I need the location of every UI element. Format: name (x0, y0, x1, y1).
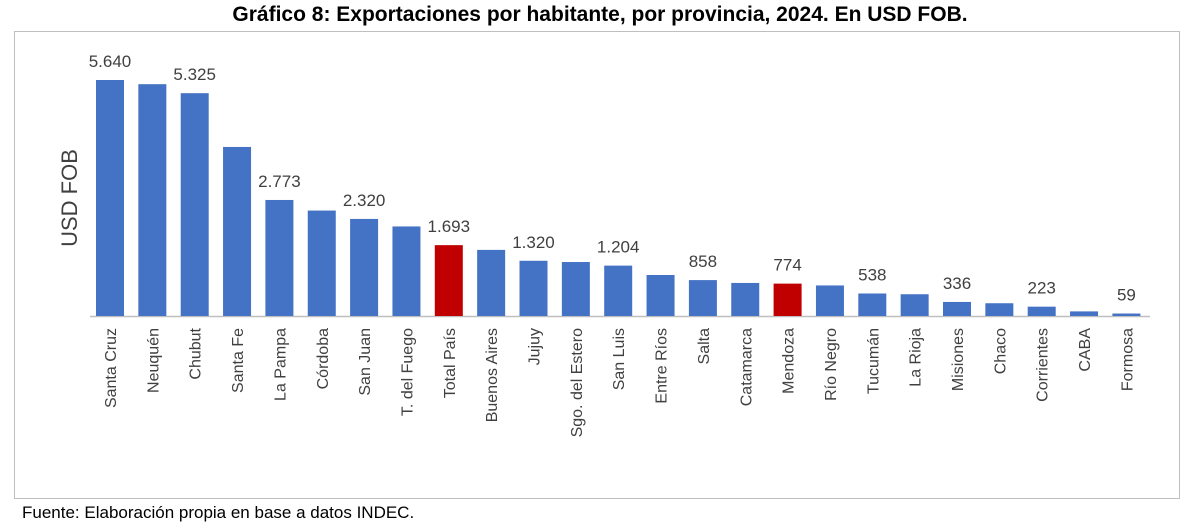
tick-label-san-juan: San Juan (357, 328, 374, 396)
bar-chubut (180, 93, 209, 317)
bar-salta (688, 280, 717, 316)
bar-la-pampa (265, 199, 294, 316)
tick-label-tucuman: Tucumán (865, 328, 882, 394)
data-label-mendoza: 774 (773, 256, 801, 275)
data-label-la-pampa: 2.773 (258, 172, 301, 191)
chart-frame (14, 31, 1180, 499)
bar-rio-negro (815, 285, 844, 316)
tick-label-total-pais: Total País (442, 328, 459, 398)
tick-label-san-luis: San Luis (611, 328, 628, 390)
bar-jujuy (519, 260, 548, 316)
tick-label-buenos-aires: Buenos Aires (484, 328, 501, 422)
tick-label-misiones: Misiones (950, 328, 967, 391)
tick-label-la-pampa: La Pampa (272, 328, 289, 401)
bar-santa-cruz (96, 80, 124, 316)
bar-buenos-aires (477, 249, 506, 316)
bar-t-del-fuego (392, 226, 421, 316)
bar-san-juan (350, 218, 379, 316)
tick-label-formosa: Formosa (1119, 328, 1136, 391)
data-label-santa-cruz: 5.640 (89, 52, 132, 71)
data-label-salta: 858 (689, 252, 717, 271)
bar-total-pais (434, 245, 463, 316)
data-label-total-pais: 1.693 (428, 217, 471, 236)
data-label-san-luis: 1.204 (597, 238, 640, 257)
data-label-jujuy: 1.320 (512, 233, 555, 252)
tick-label-t-del-fuego: T. del Fuego (399, 328, 416, 416)
tick-label-caba: CABA (1077, 328, 1094, 372)
data-label-san-juan: 2.320 (343, 191, 386, 210)
tick-label-chubut: Chubut (188, 327, 205, 379)
bar-la-rioja (900, 294, 929, 316)
tick-label-entre-rios: Entre Ríos (654, 328, 671, 404)
bar-mendoza (773, 283, 802, 316)
tick-label-catamarca: Catamarca (738, 328, 755, 406)
tick-label-santa-cruz: Santa Cruz (103, 328, 120, 408)
bar-formosa (1112, 313, 1141, 316)
source-note: Fuente: Elaboración propia en base a dat… (22, 503, 415, 522)
bar-san-luis (604, 265, 633, 316)
bar-santa-fe (223, 146, 252, 316)
tick-label-la-rioja: La Rioja (908, 328, 925, 387)
data-label-formosa: 59 (1117, 286, 1136, 305)
tick-label-sgo-del-estero: Sgo. del Estero (569, 328, 586, 438)
tick-label-santa-fe: Santa Fe (230, 328, 247, 393)
bar-entre-rios (646, 274, 675, 316)
tick-label-rio-negro: Río Negro (823, 328, 840, 401)
bar-misiones (943, 301, 971, 316)
y-axis-label: USD FOB (57, 149, 82, 247)
bar-sgo-del-estero (561, 262, 590, 316)
tick-label-corrientes: Corrientes (1035, 328, 1052, 402)
tick-label-mendoza: Mendoza (781, 328, 798, 394)
tick-label-salta: Salta (696, 328, 713, 365)
bar-catamarca (731, 282, 760, 316)
chart-title: Gráfico 8: Exportaciones por habitante, … (232, 3, 968, 26)
bar-corrientes (1027, 306, 1056, 316)
tick-label-neuquen: Neuquén (145, 328, 162, 393)
bar-tucuman (858, 293, 887, 316)
data-label-tucuman: 538 (858, 265, 886, 284)
tick-label-chaco: Chaco (992, 328, 1009, 374)
data-label-misiones: 336 (943, 274, 971, 293)
bar-neuquen (138, 84, 167, 317)
data-label-corrientes: 223 (1028, 279, 1056, 298)
bar-caba (1070, 311, 1099, 316)
bar-cordoba (307, 210, 336, 316)
tick-label-jujuy: Jujuy (527, 328, 544, 365)
bar-chaco (985, 303, 1014, 316)
data-label-chubut: 5.325 (173, 65, 216, 84)
tick-label-cordoba: Córdoba (315, 328, 332, 389)
